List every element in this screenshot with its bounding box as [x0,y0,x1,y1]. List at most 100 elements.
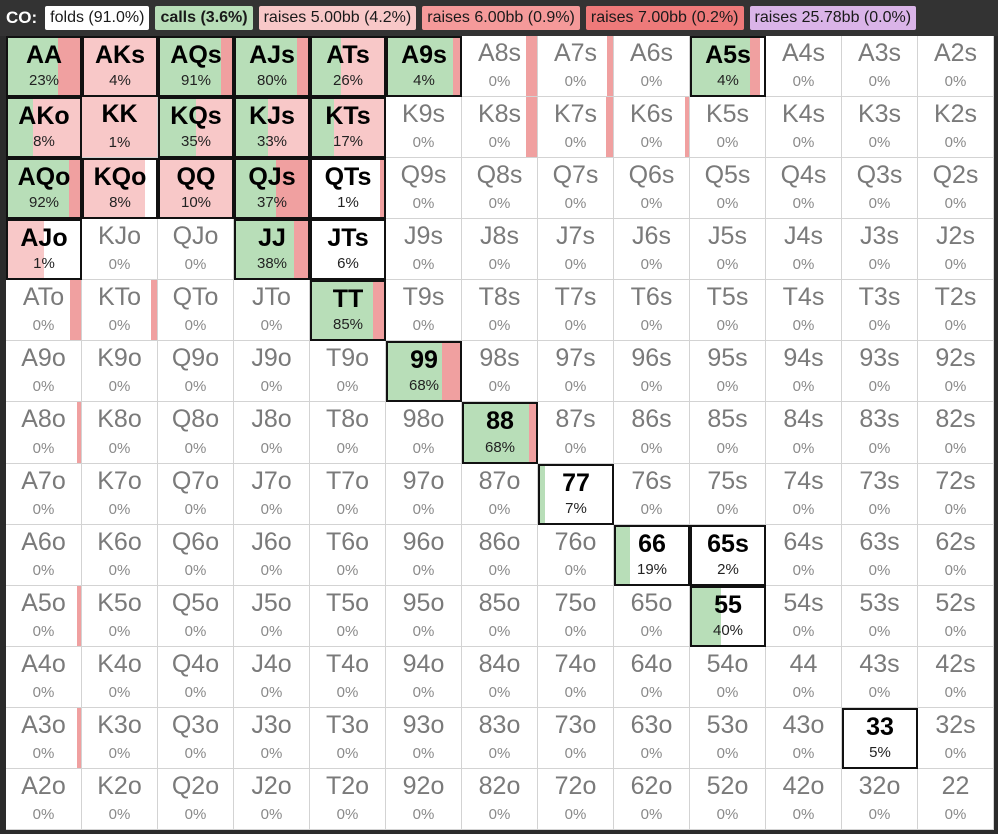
hand-cell-kts[interactable]: KTs 17% [310,97,386,159]
hand-cell-a9s[interactable]: A9s 4% [386,36,462,98]
hand-cell-ato[interactable]: ATo 0% [6,280,82,342]
hand-cell-t8o[interactable]: T8o 0% [310,402,386,464]
hand-cell-43o[interactable]: 43o 0% [766,707,842,769]
hand-cell-t6o[interactable]: T6o 0% [310,524,386,586]
legend-calls[interactable]: calls (3.6%) [155,6,253,30]
hand-cell-54o[interactable]: 54o 0% [690,646,766,708]
hand-cell-k5o[interactable]: K5o 0% [82,585,158,647]
hand-cell-a7s[interactable]: A7s 0% [538,36,614,98]
hand-cell-k9o[interactable]: K9o 0% [82,341,158,403]
hand-cell-t7o[interactable]: T7o 0% [310,463,386,525]
legend-raise-7bb[interactable]: raises 7.00bb (0.2%) [585,6,744,30]
hand-cell-q4s[interactable]: Q4s 0% [766,158,842,220]
legend-raise-25bb[interactable]: raises 25.78bb (0.0%) [749,6,917,30]
hand-cell-72s[interactable]: 72s 0% [918,463,994,525]
hand-cell-85o[interactable]: 85o 0% [462,585,538,647]
hand-cell-q7s[interactable]: Q7s 0% [538,158,614,220]
hand-cell-92o[interactable]: 92o 0% [386,768,462,830]
hand-cell-t4o[interactable]: T4o 0% [310,646,386,708]
hand-cell-k3s[interactable]: K3s 0% [842,97,918,159]
hand-cell-aqs[interactable]: AQs 91% [158,36,234,98]
hand-cell-a3s[interactable]: A3s 0% [842,36,918,98]
hand-cell-83o[interactable]: 83o 0% [462,707,538,769]
hand-cell-t3s[interactable]: T3s 0% [842,280,918,342]
hand-cell-97o[interactable]: 97o 0% [386,463,462,525]
legend-raise-5bb[interactable]: raises 5.00bb (4.2%) [258,6,417,30]
hand-cell-qq[interactable]: QQ 10% [158,158,234,220]
hand-cell-a5o[interactable]: A5o 0% [6,585,82,647]
hand-cell-kjo[interactable]: KJo 0% [82,219,158,281]
hand-cell-84o[interactable]: 84o 0% [462,646,538,708]
hand-cell-76s[interactable]: 76s 0% [614,463,690,525]
hand-cell-q5o[interactable]: Q5o 0% [158,585,234,647]
hand-cell-k3o[interactable]: K3o 0% [82,707,158,769]
hand-cell-83s[interactable]: 83s 0% [842,402,918,464]
hand-cell-qts[interactable]: QTs 1% [310,158,386,220]
hand-cell-63o[interactable]: 63o 0% [614,707,690,769]
hand-cell-64o[interactable]: 64o 0% [614,646,690,708]
hand-cell-qto[interactable]: QTo 0% [158,280,234,342]
hand-cell-tt[interactable]: TT 85% [310,280,386,342]
hand-cell-t8s[interactable]: T8s 0% [462,280,538,342]
hand-cell-j9s[interactable]: J9s 0% [386,219,462,281]
hand-cell-87s[interactable]: 87s 0% [538,402,614,464]
hand-cell-66[interactable]: 66 19% [614,524,690,586]
hand-cell-77[interactable]: 77 7% [538,463,614,525]
hand-cell-a6s[interactable]: A6s 0% [614,36,690,98]
hand-cell-ajo[interactable]: AJo 1% [6,219,82,281]
hand-cell-75o[interactable]: 75o 0% [538,585,614,647]
hand-cell-86o[interactable]: 86o 0% [462,524,538,586]
hand-cell-t2o[interactable]: T2o 0% [310,768,386,830]
hand-cell-74o[interactable]: 74o 0% [538,646,614,708]
hand-cell-k6o[interactable]: K6o 0% [82,524,158,586]
hand-cell-82s[interactable]: 82s 0% [918,402,994,464]
hand-cell-95s[interactable]: 95s 0% [690,341,766,403]
hand-cell-a3o[interactable]: A3o 0% [6,707,82,769]
hand-cell-j2o[interactable]: J2o 0% [234,768,310,830]
hand-cell-q9s[interactable]: Q9s 0% [386,158,462,220]
hand-cell-65o[interactable]: 65o 0% [614,585,690,647]
hand-cell-a7o[interactable]: A7o 0% [6,463,82,525]
hand-cell-j2s[interactable]: J2s 0% [918,219,994,281]
hand-cell-94s[interactable]: 94s 0% [766,341,842,403]
hand-cell-t3o[interactable]: T3o 0% [310,707,386,769]
hand-cell-q4o[interactable]: Q4o 0% [158,646,234,708]
hand-cell-a4o[interactable]: A4o 0% [6,646,82,708]
hand-cell-t5s[interactable]: T5s 0% [690,280,766,342]
hand-cell-j4s[interactable]: J4s 0% [766,219,842,281]
hand-cell-j3o[interactable]: J3o 0% [234,707,310,769]
hand-cell-98s[interactable]: 98s 0% [462,341,538,403]
hand-cell-k8o[interactable]: K8o 0% [82,402,158,464]
hand-cell-k6s[interactable]: K6s 0% [614,97,690,159]
hand-cell-32o[interactable]: 32o 0% [842,768,918,830]
hand-cell-k9s[interactable]: K9s 0% [386,97,462,159]
hand-cell-62o[interactable]: 62o 0% [614,768,690,830]
hand-cell-k7s[interactable]: K7s 0% [538,97,614,159]
hand-cell-74s[interactable]: 74s 0% [766,463,842,525]
hand-cell-97s[interactable]: 97s 0% [538,341,614,403]
hand-cell-86s[interactable]: 86s 0% [614,402,690,464]
hand-cell-t7s[interactable]: T7s 0% [538,280,614,342]
hand-cell-t4s[interactable]: T4s 0% [766,280,842,342]
hand-cell-k4o[interactable]: K4o 0% [82,646,158,708]
hand-cell-33[interactable]: 33 5% [842,707,918,769]
hand-cell-76o[interactable]: 76o 0% [538,524,614,586]
hand-cell-75s[interactable]: 75s 0% [690,463,766,525]
hand-cell-q9o[interactable]: Q9o 0% [158,341,234,403]
hand-cell-j7s[interactable]: J7s 0% [538,219,614,281]
hand-cell-a8o[interactable]: A8o 0% [6,402,82,464]
hand-cell-j5s[interactable]: J5s 0% [690,219,766,281]
hand-cell-k8s[interactable]: K8s 0% [462,97,538,159]
hand-cell-73s[interactable]: 73s 0% [842,463,918,525]
hand-cell-54s[interactable]: 54s 0% [766,585,842,647]
hand-cell-a2o[interactable]: A2o 0% [6,768,82,830]
hand-cell-88[interactable]: 88 68% [462,402,538,464]
hand-cell-a8s[interactable]: A8s 0% [462,36,538,98]
hand-cell-32s[interactable]: 32s 0% [918,707,994,769]
hand-cell-jto[interactable]: JTo 0% [234,280,310,342]
hand-cell-42s[interactable]: 42s 0% [918,646,994,708]
hand-cell-k2o[interactable]: K2o 0% [82,768,158,830]
hand-cell-j7o[interactable]: J7o 0% [234,463,310,525]
hand-cell-qjs[interactable]: QJs 37% [234,158,310,220]
hand-cell-t5o[interactable]: T5o 0% [310,585,386,647]
